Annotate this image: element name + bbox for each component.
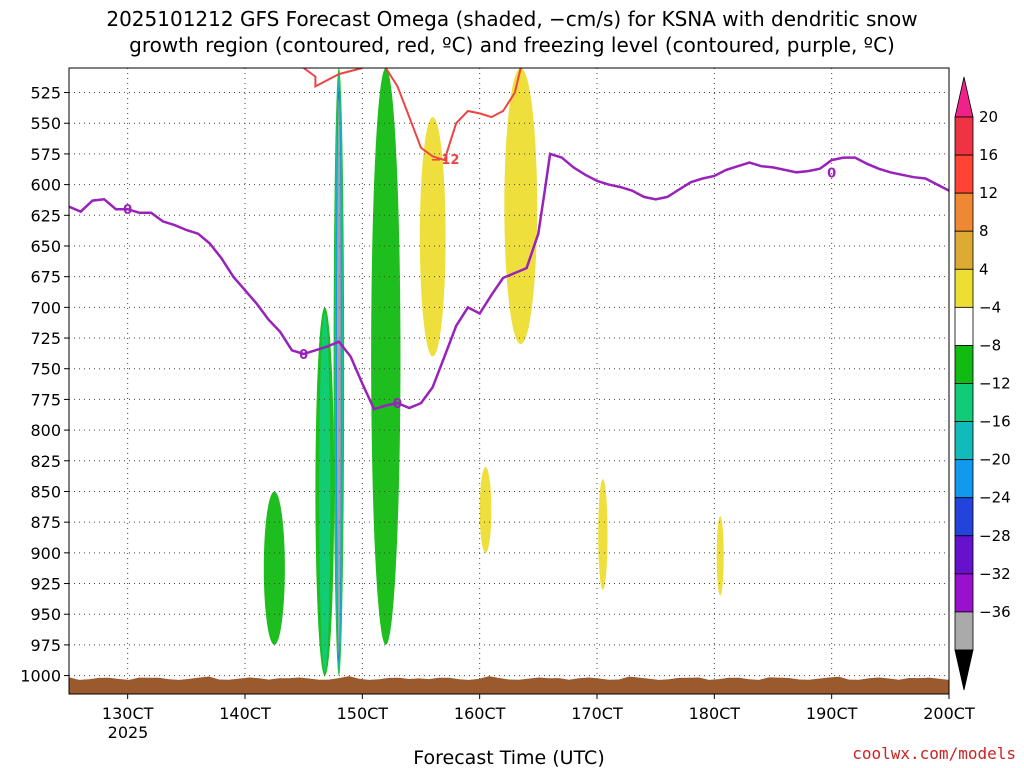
x-tick-label-170CT: 170CT	[571, 704, 623, 723]
colorbar-swatch-11	[954, 535, 974, 575]
y-tick-label-550: 550	[30, 114, 61, 133]
x-tick-label-160CT: 160CT	[454, 704, 506, 723]
colorbar-label-8: −16	[979, 413, 1011, 431]
colorbar-swatch-12	[954, 573, 974, 613]
surface-band	[69, 676, 949, 694]
chart-title: 2025101212 GFS Forecast Omega (shaded, −…	[106, 7, 917, 57]
dgz-contour-line-2	[384, 68, 522, 162]
colorbar-swatch-5	[954, 306, 974, 346]
y-axis-ticks: 525 550 575 600 625 650 675 700 725 750 775 800 825 8…	[20, 84, 69, 686]
chart-title-line-2: growth region (contoured, red, ºC) and f…	[129, 33, 895, 57]
y-tick-label-850: 850	[30, 482, 61, 501]
y-tick-label-900: 900	[30, 544, 61, 563]
colorbar-label-4: 4	[979, 260, 989, 278]
colorbar-bottom-arrow	[954, 649, 974, 691]
omega-cell-2--8	[263, 491, 285, 645]
y-tick-label-750: 750	[30, 360, 61, 379]
colorbar-label-11: −28	[979, 527, 1011, 545]
x-tick-label-140CT: 140CT	[219, 704, 271, 723]
chart-title-line-1: 2025101212 GFS Forecast Omega (shaded, −…	[106, 7, 917, 31]
colorbar-top-arrow	[954, 76, 974, 118]
colorbar-label-7: −12	[979, 375, 1011, 393]
colorbar-label-9: −20	[979, 451, 1011, 469]
colorbar-swatch-1	[954, 154, 974, 194]
surface-terrain	[69, 676, 949, 694]
x-axis-title: Forecast Time (UTC)	[413, 747, 604, 768]
y-tick-label-725: 725	[30, 329, 61, 348]
y-tick-label-975: 975	[30, 636, 61, 655]
freezing-level-label-2: 0	[393, 397, 402, 412]
x-year-label: 2025	[108, 723, 149, 742]
contours: −12 0 0 0 0	[69, 68, 949, 412]
colorbar-swatch-0	[954, 116, 974, 156]
x-axis-ticks: 130CT 140CT 150CT 160CT 170CT 180CT 190CT 200CT	[102, 694, 975, 723]
colorbar-label-5: −4	[979, 298, 1001, 316]
colorbar-swatch-10	[954, 497, 974, 537]
y-tick-label-1000: 1000	[20, 667, 61, 686]
colorbar-label-13: −36	[979, 603, 1011, 621]
colorbar-label-0: 20	[979, 108, 998, 126]
x-tick-label-150CT: 150CT	[337, 704, 389, 723]
x-tick-label-190CT: 190CT	[806, 704, 858, 723]
colorbar-swatch-8	[954, 421, 974, 461]
omega-cell-5-4	[504, 68, 538, 345]
omega-cell-1--12	[319, 313, 331, 672]
omega-cell-7-4	[598, 479, 608, 590]
omega-cell-0--36	[336, 98, 341, 656]
colorbar-swatch-6	[954, 345, 974, 384]
y-tick-label-650: 650	[30, 237, 61, 256]
freezing-level-label-0: 0	[123, 203, 132, 218]
omega-cell-3--8	[371, 68, 401, 645]
y-tick-label-525: 525	[30, 84, 61, 103]
colorbar-swatch-4	[954, 268, 974, 308]
plot-frame	[68, 67, 950, 695]
y-tick-label-675: 675	[30, 268, 61, 287]
dgz-contour-label-0: −12	[430, 153, 459, 168]
x-tick-label-200CT: 200CT	[923, 704, 975, 723]
colorbar-label-6: −8	[979, 336, 1001, 354]
y-tick-label-825: 825	[30, 452, 61, 471]
colorbar-label-10: −24	[979, 489, 1011, 507]
y-tick-label-800: 800	[30, 421, 61, 440]
y-tick-label-925: 925	[30, 575, 61, 594]
y-tick-label-875: 875	[30, 513, 61, 532]
y-tick-label-575: 575	[30, 145, 61, 164]
dgz-contour-line-1	[303, 68, 363, 89]
colorbar-swatch-3	[954, 230, 974, 270]
colorbar-label-2: 12	[979, 184, 998, 202]
colorbar-label-1: 16	[979, 146, 998, 164]
colorbar-swatch-13	[954, 611, 974, 651]
y-tick-label-625: 625	[30, 206, 61, 225]
freezing-level-label-3: 0	[827, 166, 836, 181]
freezing-level-label-1: 0	[299, 348, 308, 363]
freezing-level-line	[69, 152, 949, 411]
omega-cell-8-4	[716, 516, 724, 596]
y-tick-label-700: 700	[30, 298, 61, 317]
x-tick-label-130CT: 130CT	[102, 704, 154, 723]
omega-cell-4-4	[419, 117, 446, 357]
colorbar-label-3: 8	[979, 222, 989, 240]
colorbar-swatch-7	[954, 383, 974, 422]
y-tick-label-600: 600	[30, 176, 61, 195]
colorbar-swatch-9	[954, 459, 974, 499]
colorbar-label-12: −32	[979, 565, 1011, 583]
y-tick-label-950: 950	[30, 605, 61, 624]
x-tick-label-180CT: 180CT	[689, 704, 741, 723]
colorbar-swatch-2	[954, 192, 974, 232]
colorbar: 20 16 12 8 4 −4 −8 −12 −16 −20 −24 −28 −32 −36	[954, 76, 1011, 691]
y-tick-label-775: 775	[30, 390, 61, 409]
credit-label: coolwx.com/models	[852, 744, 1016, 763]
omega-cell-6-4	[479, 466, 492, 553]
